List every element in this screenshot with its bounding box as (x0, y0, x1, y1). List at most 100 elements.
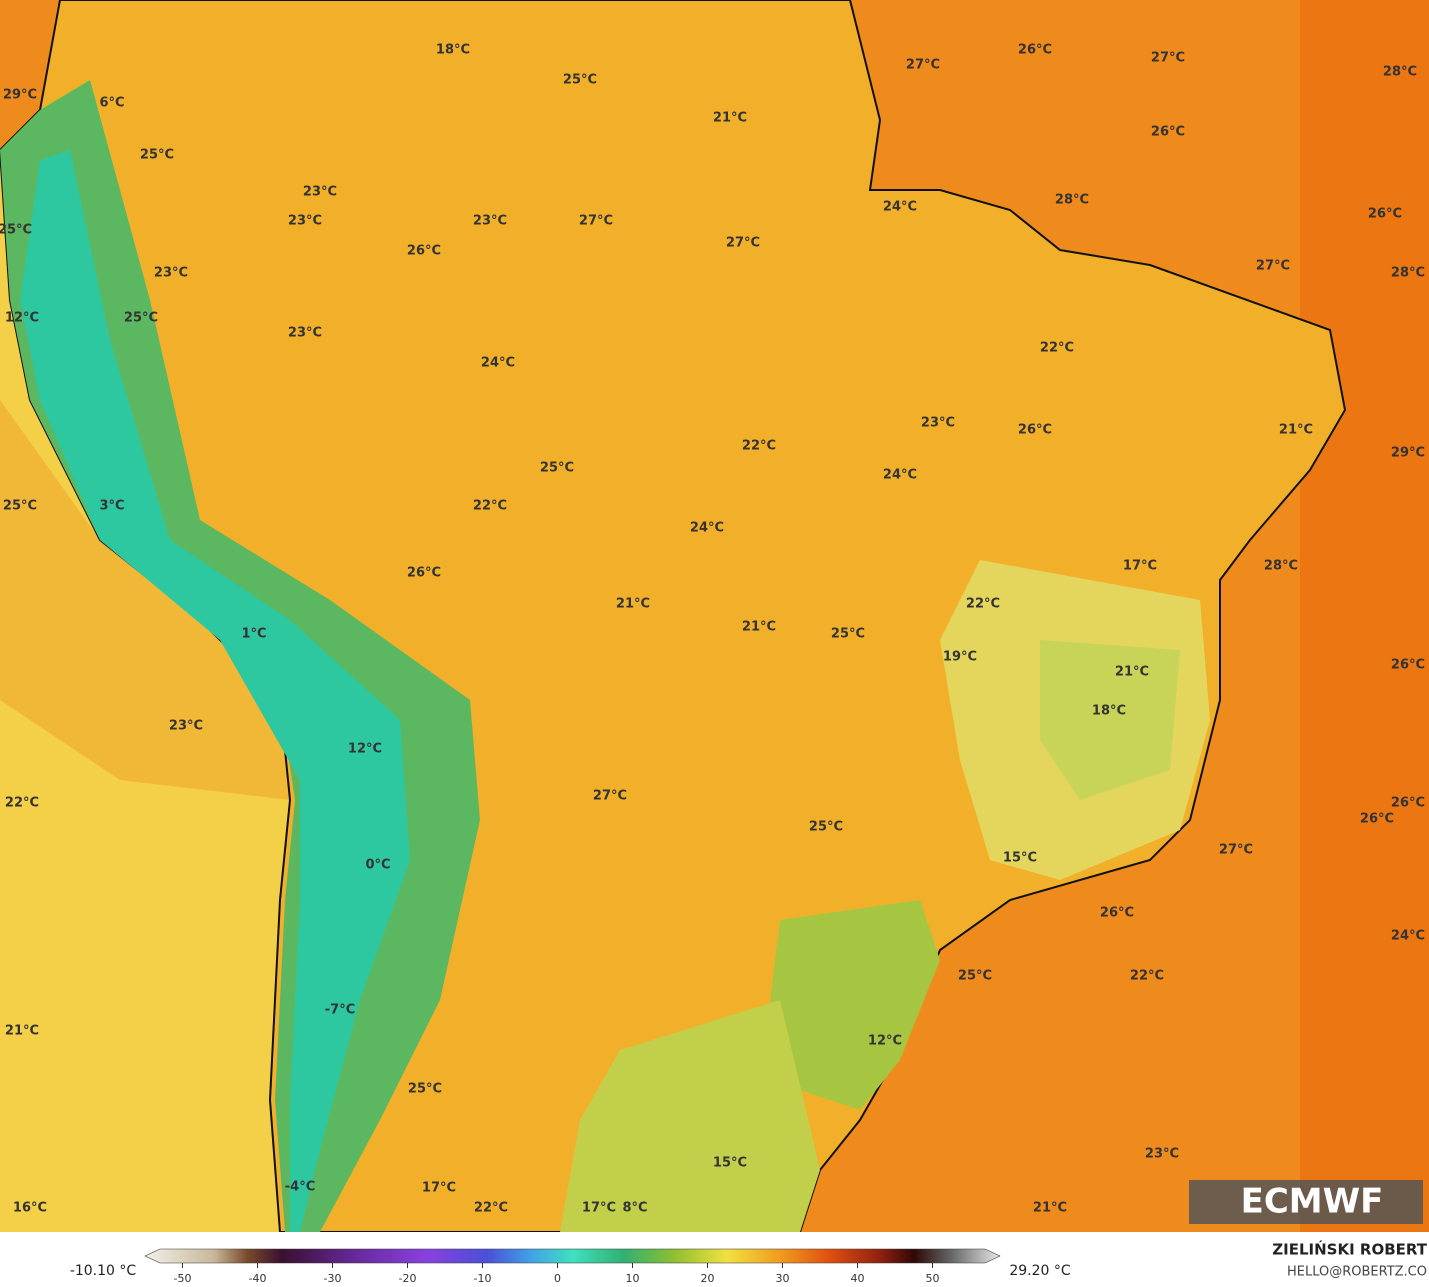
temp-label: 21°C (742, 620, 776, 635)
colorbar-ticks: -50 -40 -30 -20 -10 0 10 20 30 40 50 (174, 1263, 940, 1285)
temp-label: 21°C (713, 111, 747, 126)
temp-label: 16°C (13, 1201, 47, 1216)
temp-label: 17°C (422, 1181, 456, 1196)
temp-label: 26°C (1368, 207, 1402, 222)
temp-label: 28°C (1055, 193, 1089, 208)
andes-core (20, 150, 410, 1232)
temp-label: 12°C (868, 1034, 902, 1049)
temp-label: 25°C (563, 73, 597, 88)
temp-label: 27°C (1151, 51, 1185, 66)
temp-label: 26°C (1018, 43, 1052, 58)
temp-label: 27°C (1219, 843, 1253, 858)
temp-label: 21°C (1033, 1201, 1067, 1216)
temp-label: 26°C (1151, 125, 1185, 140)
tick-label: 40 (851, 1272, 865, 1285)
temp-label: 26°C (407, 244, 441, 259)
temp-label: 19°C (943, 650, 977, 665)
atlantic-far (1300, 0, 1429, 1232)
author: ZIELIŃSKI ROBERT (1272, 1240, 1427, 1259)
temp-label: 22°C (966, 597, 1000, 612)
temp-label: 25°C (958, 969, 992, 984)
temp-label: 25°C (540, 461, 574, 476)
temp-label: 27°C (1256, 259, 1290, 274)
temp-label: 25°C (809, 820, 843, 835)
max-label: 29.20 °C (1009, 1263, 1071, 1279)
temp-label: 23°C (303, 185, 337, 200)
temp-label: 24°C (481, 356, 515, 371)
south-green-2 (560, 1000, 820, 1232)
map: ECMWF (0, 0, 1429, 1233)
tick-label: 0 (554, 1272, 561, 1285)
temp-label: 17°C (1123, 559, 1157, 574)
temp-label: 27°C (593, 789, 627, 804)
temp-label: 26°C (1018, 423, 1052, 438)
temp-label: 18°C (436, 43, 470, 58)
temp-label: 17°C (582, 1201, 616, 1216)
temp-label: 26°C (407, 566, 441, 581)
temp-label: 25°C (140, 148, 174, 163)
temp-label: 25°C (3, 499, 37, 514)
temp-label: -4°C (285, 1180, 315, 1195)
tick-label: 20 (701, 1272, 715, 1285)
temp-label: 23°C (154, 266, 188, 281)
temp-label: 15°C (1003, 851, 1037, 866)
colorbar (144, 1248, 1001, 1264)
temp-label: 12°C (5, 311, 39, 326)
logo: ECMWF (1241, 1182, 1384, 1222)
temp-label: 24°C (1391, 929, 1425, 944)
tick-label: 30 (776, 1272, 790, 1285)
temp-label: 29°C (1391, 446, 1425, 461)
logo-box (1189, 1180, 1423, 1224)
temp-label: 23°C (921, 416, 955, 431)
temp-label: 24°C (883, 468, 917, 483)
temp-label: 0°C (365, 858, 390, 873)
temp-label: 25°C (0, 223, 32, 238)
temp-label: 28°C (1383, 65, 1417, 80)
temp-label: -7°C (325, 1003, 355, 1018)
temp-label: 26°C (1100, 906, 1134, 921)
temp-label: 6°C (99, 96, 124, 111)
temp-label: 23°C (288, 214, 322, 229)
temp-label: 22°C (742, 439, 776, 454)
temp-label: 28°C (1264, 559, 1298, 574)
temp-label: 24°C (690, 521, 724, 536)
temp-label: 23°C (288, 326, 322, 341)
temp-label: 23°C (169, 719, 203, 734)
temp-label: 27°C (726, 236, 760, 251)
min-label: -10.10 °C (70, 1263, 137, 1279)
tick-label: -10 (474, 1272, 492, 1285)
temp-label: 25°C (124, 311, 158, 326)
temp-label: 26°C (1391, 658, 1425, 673)
tick-label: -40 (249, 1272, 267, 1285)
tick-label: 10 (626, 1272, 640, 1285)
temp-label: 12°C (348, 742, 382, 757)
temp-label: 15°C (713, 1156, 747, 1171)
temp-label: 1°C (241, 627, 266, 642)
tick-label: -30 (324, 1272, 342, 1285)
tick-label: -20 (399, 1272, 417, 1285)
south-green (770, 900, 940, 1110)
temp-label: 18°C (1092, 704, 1126, 719)
temp-label: 23°C (473, 214, 507, 229)
temp-label: 22°C (474, 1201, 508, 1216)
temp-label: 3°C (99, 499, 124, 514)
labels: 18°C25°C26°C27°C 27°C28°C29°C6°C21°C26°C2… (0, 43, 1425, 1216)
tick-label: -50 (174, 1272, 192, 1285)
temp-label: 26°C (1360, 812, 1394, 827)
temp-label: 28°C (1391, 266, 1425, 281)
temp-label: 26°C (1391, 796, 1425, 811)
temp-label: 27°C (906, 58, 940, 73)
temp-label: 22°C (1130, 969, 1164, 984)
temp-label: 22°C (473, 499, 507, 514)
temp-label: 25°C (831, 627, 865, 642)
temp-label: 21°C (1115, 665, 1149, 680)
pacific-warm (0, 400, 290, 800)
temp-label: 21°C (616, 597, 650, 612)
temp-label: 8°C (622, 1201, 647, 1216)
temp-label: 21°C (5, 1024, 39, 1039)
temp-label: 23°C (1145, 1147, 1179, 1162)
highland-core (1040, 640, 1180, 800)
temp-label: 22°C (1040, 341, 1074, 356)
temp-label: 25°C (408, 1082, 442, 1097)
